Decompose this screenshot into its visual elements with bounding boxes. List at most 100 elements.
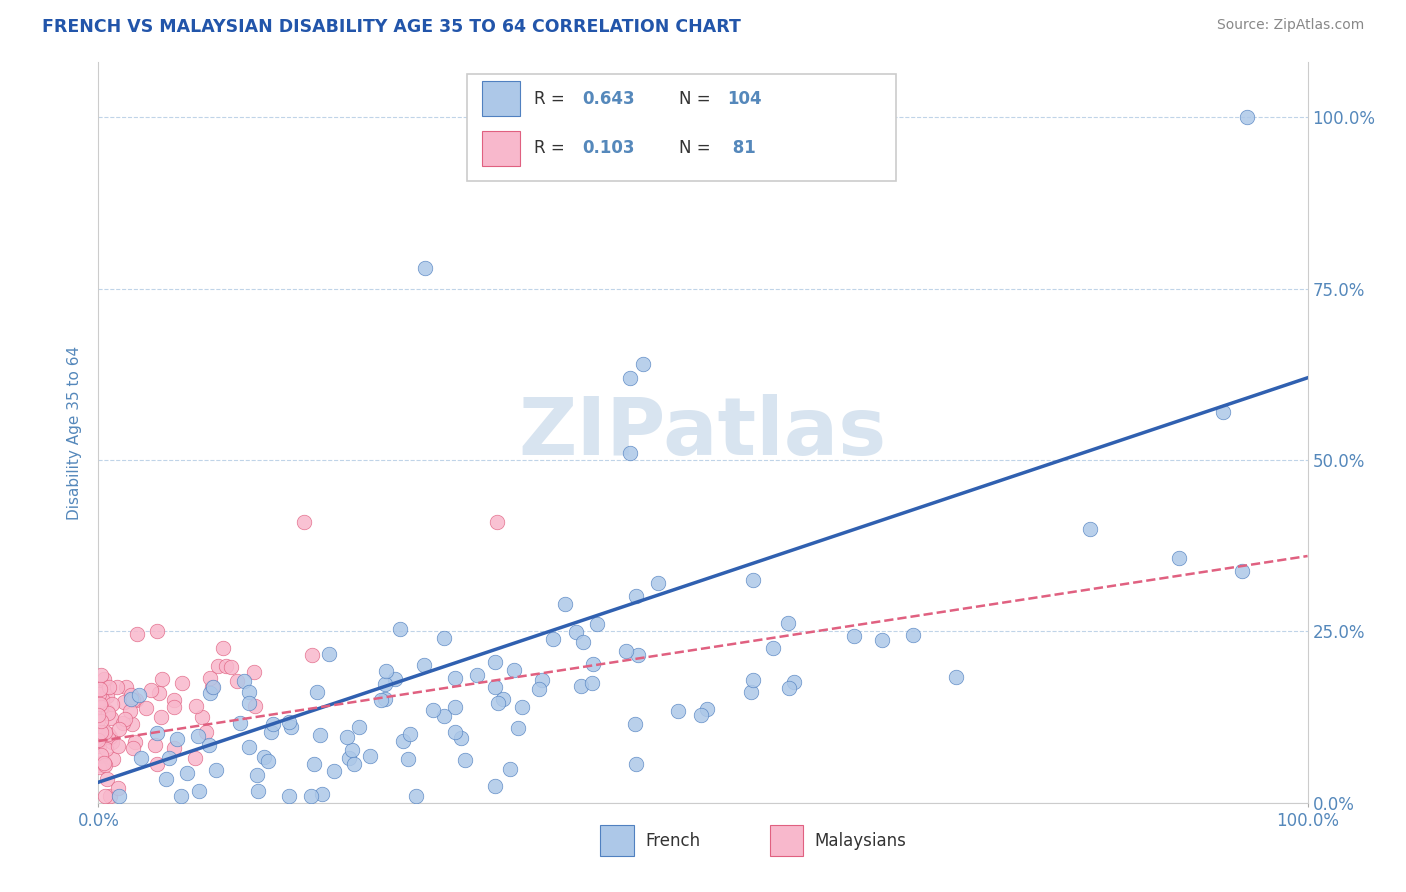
Point <box>359 749 381 764</box>
Point <box>564 624 586 639</box>
Text: French: French <box>645 832 700 850</box>
Point <box>278 789 301 803</box>
Point <box>176 765 198 780</box>
Point <box>302 757 325 772</box>
Point <box>131 751 153 765</box>
Point <box>96 704 118 718</box>
Point <box>619 446 641 460</box>
Text: Malaysians: Malaysians <box>814 832 905 850</box>
Point <box>318 647 340 661</box>
Point <box>128 688 150 702</box>
Point <box>114 712 136 726</box>
Point <box>616 644 638 658</box>
Point <box>280 720 302 734</box>
Point <box>89 698 111 713</box>
Point <box>581 675 603 690</box>
Bar <box>600 825 634 856</box>
Point <box>89 667 111 681</box>
Point <box>90 728 112 742</box>
Point <box>256 754 278 768</box>
Point <box>778 681 800 695</box>
Point <box>211 640 233 655</box>
Point <box>149 710 172 724</box>
Text: R =: R = <box>534 138 569 157</box>
Point <box>243 698 266 713</box>
Point <box>207 658 229 673</box>
Bar <box>482 81 520 117</box>
Point <box>90 747 112 762</box>
Point <box>204 763 226 777</box>
Text: ZIPatlas: ZIPatlas <box>519 393 887 472</box>
Point <box>370 693 392 707</box>
Point <box>422 703 444 717</box>
Point <box>89 733 111 747</box>
Point <box>98 731 121 745</box>
Point <box>413 261 436 276</box>
Point <box>343 756 366 771</box>
Point <box>696 702 718 716</box>
Point <box>253 750 276 764</box>
Point <box>243 665 266 679</box>
Point <box>543 632 565 646</box>
Point <box>336 731 359 745</box>
Point <box>740 685 762 699</box>
Point <box>100 710 122 724</box>
Point <box>96 772 118 787</box>
Point <box>232 673 254 688</box>
Point <box>121 741 143 756</box>
Point <box>776 615 799 630</box>
Point <box>163 699 186 714</box>
Point <box>125 627 148 641</box>
Point <box>121 716 143 731</box>
Point <box>308 727 330 741</box>
Point <box>238 696 260 710</box>
Point <box>97 680 120 694</box>
Point <box>527 681 550 696</box>
Point <box>107 780 129 795</box>
Text: 0.643: 0.643 <box>582 90 634 108</box>
Point <box>87 739 110 753</box>
Point <box>135 700 157 714</box>
Point <box>347 720 370 734</box>
Point <box>375 664 398 678</box>
Point <box>146 757 169 772</box>
Point <box>93 672 115 686</box>
Point <box>163 692 186 706</box>
Point <box>238 685 260 699</box>
Point <box>842 629 865 643</box>
Point <box>163 741 186 756</box>
Point <box>191 710 214 724</box>
Text: FRENCH VS MALAYSIAN DISABILITY AGE 35 TO 64 CORRELATION CHART: FRENCH VS MALAYSIAN DISABILITY AGE 35 TO… <box>42 18 741 36</box>
Point <box>148 686 170 700</box>
Point <box>432 708 454 723</box>
Point <box>143 738 166 752</box>
Point <box>572 635 595 649</box>
Text: Source: ZipAtlas.com: Source: ZipAtlas.com <box>1216 18 1364 32</box>
Point <box>586 617 609 632</box>
Point <box>384 672 406 686</box>
Point <box>631 357 654 371</box>
Point <box>484 655 506 669</box>
Point <box>120 688 142 702</box>
Point <box>486 515 509 529</box>
Point <box>103 752 125 766</box>
Point <box>87 707 110 722</box>
Bar <box>769 825 803 856</box>
Point <box>215 659 238 673</box>
Text: R =: R = <box>534 90 569 108</box>
Point <box>157 751 180 765</box>
Point <box>689 707 711 722</box>
Point <box>433 631 456 645</box>
Text: 104: 104 <box>727 90 762 108</box>
Point <box>666 704 689 718</box>
Point <box>114 680 136 694</box>
Text: N =: N = <box>679 138 716 157</box>
Point <box>465 668 488 682</box>
Point <box>901 628 924 642</box>
Point <box>554 598 576 612</box>
Point <box>388 622 411 636</box>
Point <box>184 699 207 714</box>
Point <box>201 680 224 694</box>
Point <box>114 695 136 709</box>
Point <box>392 734 415 748</box>
